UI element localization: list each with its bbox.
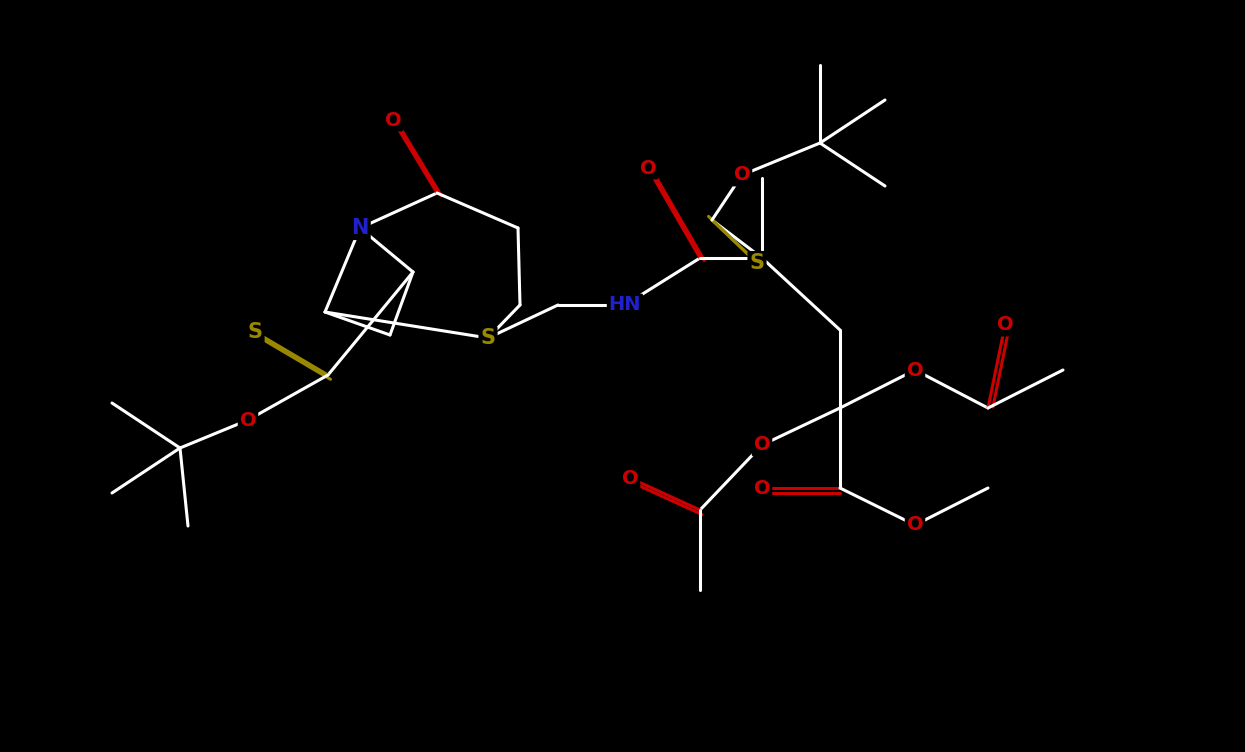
Text: O: O	[753, 435, 771, 454]
Text: S: S	[248, 322, 263, 342]
Text: O: O	[240, 411, 256, 429]
Text: S: S	[481, 328, 496, 348]
Text: HN: HN	[609, 296, 641, 314]
Text: O: O	[621, 468, 639, 487]
Text: O: O	[753, 478, 771, 498]
Text: O: O	[733, 165, 751, 184]
Text: O: O	[906, 360, 924, 380]
Text: S: S	[749, 253, 764, 273]
Text: O: O	[640, 159, 656, 177]
Text: N: N	[351, 218, 369, 238]
Text: O: O	[906, 516, 924, 535]
Text: O: O	[385, 111, 401, 129]
Text: O: O	[997, 316, 1013, 335]
